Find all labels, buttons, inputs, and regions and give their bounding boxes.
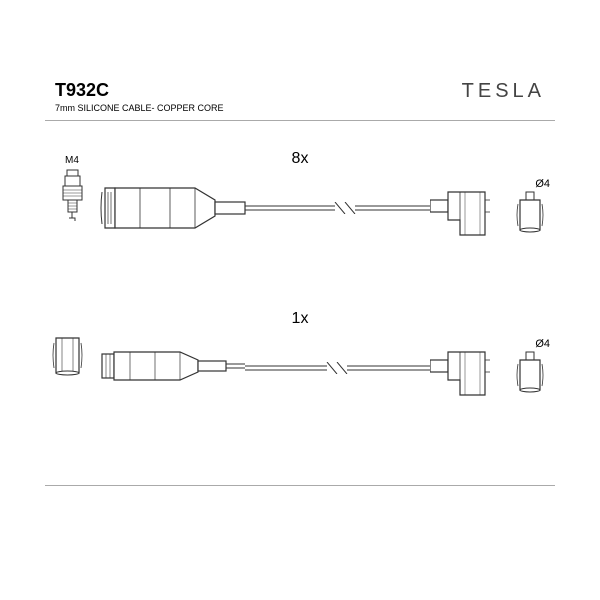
diagram-container: T932C 7mm SILICONE CABLE- COPPER CORE TE… (0, 0, 600, 600)
right-connector-1 (430, 180, 505, 245)
cable-2 (245, 362, 430, 374)
left-connector-1 (100, 180, 260, 236)
spark-plug-icon (55, 168, 90, 223)
quantity-label-2: 1x (292, 310, 309, 328)
terminal-cap-2 (515, 350, 545, 395)
right-connector-2 (430, 340, 505, 405)
cable-row-2: DIN 1x Ø4 (45, 310, 555, 430)
din-cap-icon (50, 335, 85, 377)
diameter-label-2: Ø4 (535, 338, 550, 350)
cable-row-1: M4 8x Ø4 (45, 150, 555, 270)
divider-bottom (45, 485, 555, 486)
left-connector-2 (100, 348, 245, 384)
quantity-label-1: 8x (292, 150, 309, 168)
cable-1 (260, 202, 430, 214)
subtitle: 7mm SILICONE CABLE- COPPER CORE (55, 103, 545, 113)
terminal-cap-1 (515, 190, 545, 235)
divider-top (45, 120, 555, 121)
diameter-label-1: Ø4 (535, 178, 550, 190)
brand-logo: TESLA (462, 80, 545, 103)
spark-plug-label: M4 (65, 155, 79, 166)
